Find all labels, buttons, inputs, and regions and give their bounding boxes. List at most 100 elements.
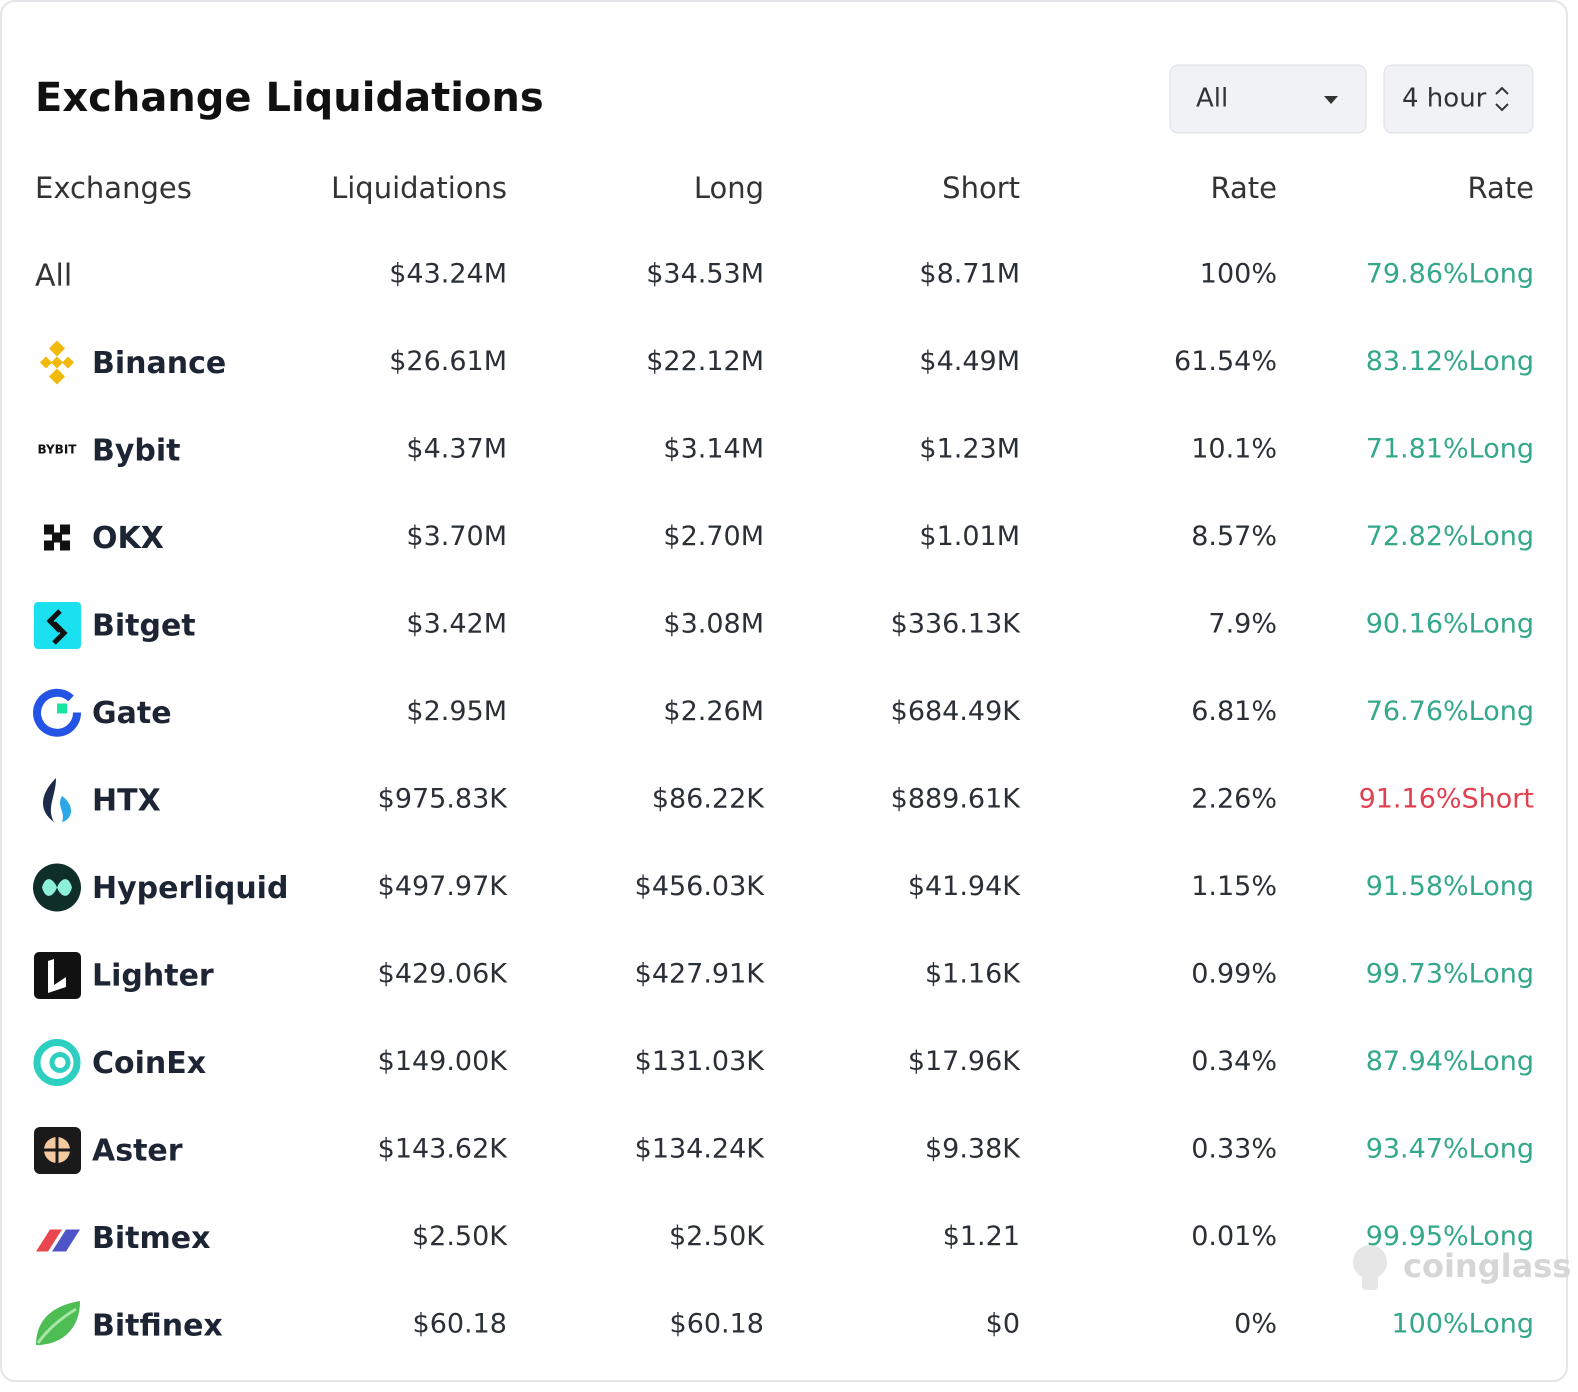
cell-liquidations: $3.70M xyxy=(406,521,507,552)
exchange-name: HTX xyxy=(92,784,161,819)
icon xyxy=(33,688,82,737)
icon xyxy=(57,703,67,714)
icon xyxy=(36,1229,62,1252)
select-box[interactable] xyxy=(1383,64,1534,134)
cell-ratio: 87.94%Long xyxy=(1366,1046,1534,1077)
watermark-text: coinglass xyxy=(1403,1247,1571,1285)
select-value[interactable]: All xyxy=(1196,84,1228,114)
caret xyxy=(1324,96,1338,104)
icon xyxy=(60,524,70,535)
cell-rate: 7.9% xyxy=(1208,609,1277,640)
cell-ratio: 99.95%Long xyxy=(1366,1221,1534,1252)
cell-short: $41.94K xyxy=(908,871,1021,902)
cell-short: $1.01M xyxy=(919,521,1020,552)
cell-long: $60.18 xyxy=(670,1309,764,1340)
cell-liquidations: $3.42M xyxy=(406,609,507,640)
cell-ratio: 76.76%Long xyxy=(1366,696,1534,727)
cell-long: $456.03K xyxy=(635,871,766,902)
spinner xyxy=(1495,86,1509,112)
cell-rate: 6.81% xyxy=(1191,696,1277,727)
cell-rate: 0.33% xyxy=(1191,1134,1277,1165)
cell-short: $1.16K xyxy=(925,959,1021,990)
icon xyxy=(46,609,68,645)
filter-select[interactable]: All xyxy=(1169,64,1367,134)
select-box[interactable] xyxy=(1169,64,1367,134)
exchange-name: Gate xyxy=(92,696,172,731)
cell-ratio: 71.81%Long xyxy=(1366,434,1534,465)
cell-liquidations: $26.61M xyxy=(389,346,507,377)
cell-long: $86.22K xyxy=(652,784,765,815)
cell-liquidations: $60.18 xyxy=(413,1309,507,1340)
icon xyxy=(49,1052,71,1073)
cell-short: $0 xyxy=(986,1309,1020,1340)
select-value[interactable]: 4 hour xyxy=(1402,84,1487,114)
cell-long: $34.53M xyxy=(646,259,764,290)
exchange-name: Bitmex xyxy=(92,1221,210,1256)
cell-long: $3.08M xyxy=(663,609,764,640)
cell-ratio: 72.82%Long xyxy=(1366,521,1534,552)
icon xyxy=(33,1039,81,1086)
icon xyxy=(40,340,74,385)
icon xyxy=(44,524,54,535)
cell-short: $684.49K xyxy=(891,696,1022,727)
cell-short: $9.38K xyxy=(925,1134,1021,1165)
cell-short: $1.23M xyxy=(919,434,1020,465)
icon xyxy=(52,1229,80,1252)
cell-rate: 0.99% xyxy=(1191,959,1277,990)
interval-select[interactable]: 4 hour xyxy=(1383,64,1534,134)
cell-ratio: 83.12%Long xyxy=(1366,346,1534,377)
cell-liquidations: $143.62K xyxy=(378,1134,509,1165)
cell-long: $22.12M xyxy=(646,346,764,377)
cell-rate: 2.26% xyxy=(1191,784,1277,815)
cell-rate: 0.34% xyxy=(1191,1046,1277,1077)
cell-short: $1.21 xyxy=(943,1221,1020,1252)
cell-long: $2.26M xyxy=(663,696,764,727)
cell-ratio: 93.47%Long xyxy=(1366,1134,1534,1165)
column-header: Long xyxy=(694,171,764,205)
watermark-icon xyxy=(1353,1245,1387,1279)
exchange-name: Hyperliquid xyxy=(92,871,288,906)
icon xyxy=(44,540,54,551)
cell-ratio: 90.16%Long xyxy=(1366,609,1534,640)
cell-long: $2.50K xyxy=(669,1221,765,1252)
column-header: Short xyxy=(942,171,1020,205)
icon xyxy=(52,532,62,543)
watermark: coinglass xyxy=(1353,1245,1571,1290)
column-header: Rate xyxy=(1468,171,1535,205)
cell-ratio: 79.86%Long xyxy=(1366,259,1534,290)
cell-short: $889.61K xyxy=(891,784,1022,815)
icon-text: BYBIT xyxy=(38,443,78,457)
icon xyxy=(60,796,72,822)
cell-short: $4.49M xyxy=(919,346,1020,377)
cell-short: $8.71M xyxy=(919,259,1020,290)
cell-liquidations: $149.00K xyxy=(378,1046,509,1077)
cell-long: $427.91K xyxy=(635,959,766,990)
cell-ratio: 91.16%Short xyxy=(1359,784,1534,815)
icon xyxy=(43,778,56,822)
cell-long: $131.03K xyxy=(635,1046,766,1077)
cell-liquidations: $497.97K xyxy=(378,871,509,902)
exchange-name: Bitget xyxy=(92,609,196,644)
cell-long: $2.70M xyxy=(663,521,764,552)
exchange-name: Binance xyxy=(92,346,226,381)
cell-rate: 10.1% xyxy=(1191,434,1277,465)
exchange-name: CoinEx xyxy=(92,1046,206,1081)
cell-ratio: 99.73%Long xyxy=(1366,959,1534,990)
column-header: Exchanges xyxy=(35,171,192,205)
cell-rate: 100% xyxy=(1200,259,1277,290)
cell-short: $17.96K xyxy=(908,1046,1021,1077)
icon xyxy=(60,540,70,551)
cell-rate: 0% xyxy=(1234,1309,1277,1340)
cell-ratio: 100%Long xyxy=(1391,1309,1534,1340)
icon xyxy=(34,952,81,999)
title: Exchange Liquidations xyxy=(35,75,544,121)
watermark-icon xyxy=(1362,1272,1378,1290)
cell-long: $3.14M xyxy=(663,434,764,465)
cell-short: $336.13K xyxy=(891,609,1022,640)
exchange-name: All xyxy=(35,259,72,294)
cell-liquidations: $2.50K xyxy=(412,1221,508,1252)
exchange-name: Aster xyxy=(92,1134,183,1169)
column-header: Liquidations xyxy=(331,171,507,205)
